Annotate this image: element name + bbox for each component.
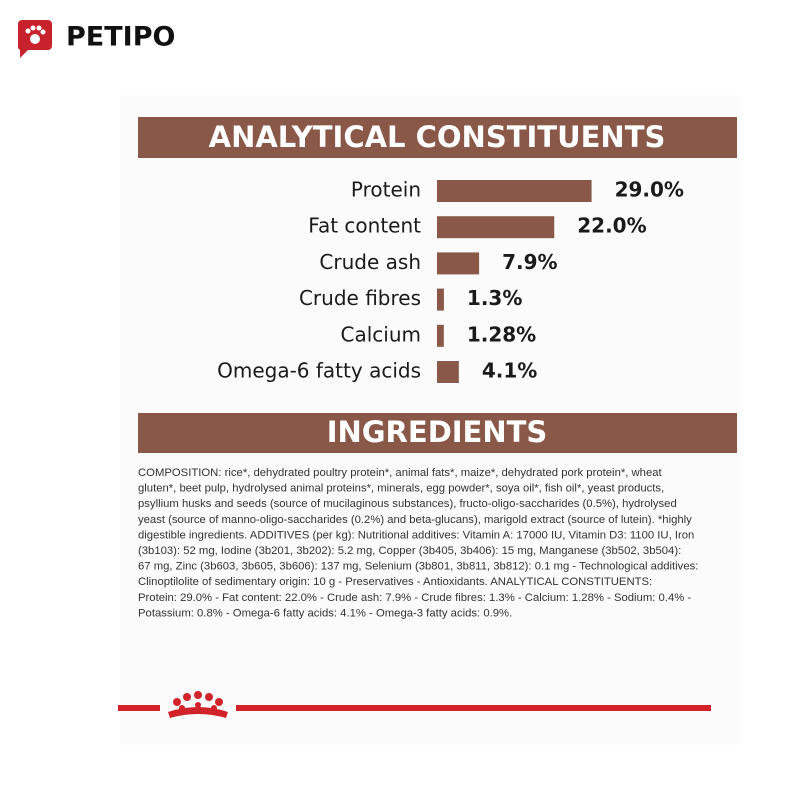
- category-label: Fat content: [308, 214, 421, 238]
- category-label: Protein: [351, 178, 421, 202]
- value-label: 1.28%: [467, 322, 536, 346]
- category-label: Crude fibres: [299, 286, 421, 310]
- paw: [25, 28, 31, 34]
- footer-logo: [118, 691, 711, 718]
- crown-dot: [215, 698, 223, 706]
- red-line: [236, 705, 711, 711]
- crown-dot: [183, 693, 191, 701]
- title-banner: [138, 117, 737, 158]
- ingredients-line: (3b103): 52 mg, Iodine (3b201, 3b202): 5…: [138, 545, 681, 557]
- category-label: Crude ash: [319, 250, 421, 274]
- bar: [437, 288, 444, 311]
- crown-dot: [195, 702, 201, 708]
- value-label: 4.1%: [482, 359, 537, 383]
- bar: [437, 252, 480, 275]
- value-label: 7.9%: [502, 250, 557, 274]
- ingredients-line: digestible ingredients. ADDITIVES (per k…: [138, 529, 694, 541]
- bar: [437, 180, 592, 202]
- category-label: Calcium: [341, 322, 422, 346]
- ingredients-line: Clinoptilolite of sedimentary origin: 10…: [138, 576, 652, 588]
- paw: [30, 25, 36, 31]
- bar: [437, 361, 459, 383]
- crown-dot: [211, 705, 217, 711]
- ingredients-line: COMPOSITION: rice*, dehydrated poultry p…: [138, 467, 663, 479]
- paw: [30, 34, 40, 44]
- value-label: 29.0%: [615, 178, 684, 202]
- bar: [437, 324, 444, 347]
- crown-dot: [194, 691, 202, 699]
- paw: [40, 29, 46, 35]
- ingredients-banner: [138, 413, 737, 453]
- ingredients-line: psyllium husks and seeds (source of muci…: [138, 498, 677, 510]
- ingredients-line: gluten*, beet pulp, hydrolysed animal pr…: [138, 483, 664, 495]
- ingredients-line: 67 mg, Zinc (3b603, 3b605, 3b606): 137 m…: [138, 561, 698, 573]
- ingredients-line: Protein: 29.0% - Fat content: 22.0% - Cr…: [138, 592, 691, 604]
- crown-dot: [205, 693, 213, 701]
- ingredients-line: Potassium: 0.8% - Omega-6 fatty acids: 4…: [138, 607, 512, 619]
- ingredients-title: INGREDIENTS: [327, 415, 548, 449]
- value-label: 22.0%: [577, 214, 646, 238]
- bar: [437, 216, 555, 239]
- bar-chart: Protein 29.0% Fat content 22.0% Crude ash 7.9…: [217, 178, 684, 383]
- category-label: Omega-6 fatty acids: [217, 359, 421, 383]
- chart-title: ANALYTICAL CONSTITUENTS: [209, 120, 666, 154]
- crown-dot: [179, 705, 185, 711]
- brand-name: PETIPO: [66, 22, 175, 53]
- crown-dot: [173, 698, 181, 706]
- paw: [36, 25, 42, 31]
- red-line: [118, 705, 160, 711]
- ingredients-line: yeast (source of manno-oligo-saccharides…: [138, 514, 692, 526]
- logo: PETIPO: [17, 20, 175, 58]
- ingredients-text: COMPOSITION: rice*, dehydrated poultry p…: [138, 467, 698, 619]
- value-label: 1.3%: [467, 286, 522, 310]
